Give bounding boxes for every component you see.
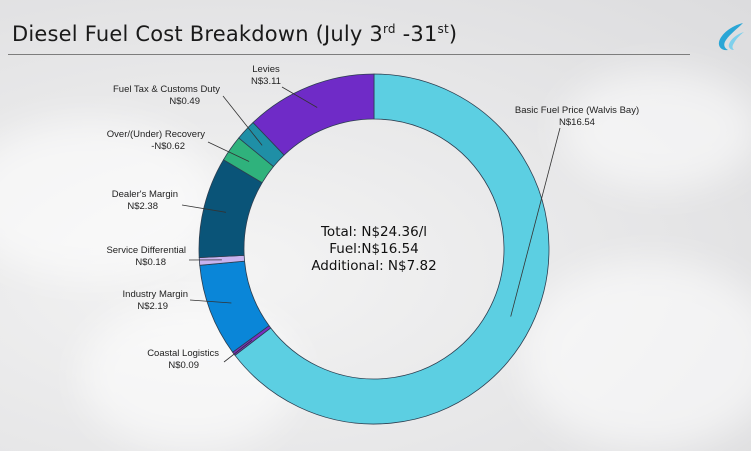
center-text-line-2: Fuel:N$16.54 [329,241,419,257]
center-text-line-3: Additional: N$7.82 [311,258,436,274]
slice-label-basic-fuel-price-walvis-bay: Basic Fuel Price (Walvis Bay) [515,105,639,116]
slice-label-over-under-recovery: Over/(Under) Recovery [107,129,205,140]
slice-label-levies: Levies [252,64,280,75]
title-mid: -31 [395,22,438,46]
title-suffix: ) [448,22,458,46]
brand-logo-icon [718,23,744,51]
slice-label-fuel-tax-customs-duty: Fuel Tax & Customs Duty [113,84,220,95]
leader-line-dealer-s-margin [181,204,227,213]
title-sup-1: rd [383,22,396,36]
slice-value-over-under-recovery: -N$0.62 [151,141,185,152]
title-sup-2: st [437,22,449,36]
leader-line-industry-margin [189,299,232,304]
slice-label-industry-margin: Industry Margin [123,289,188,300]
slice-basic-fuel-price-walvis-bay [234,73,550,425]
leader-line-coastal-logistics [223,339,253,363]
center-text-line-1: Total: N$24.36/l [320,224,427,240]
leader-line-levies [281,86,318,108]
slice-value-service-differential: N$0.18 [135,257,166,268]
slice-label-service-differential: Service Differential [106,245,186,256]
slice-value-basic-fuel-price-walvis-bay: N$16.54 [559,117,595,128]
slice-value-industry-margin: N$2.19 [137,301,168,312]
leader-line-over-under-recovery [207,141,250,162]
title-prefix: Diesel Fuel Cost Breakdown (July 3 [12,22,383,46]
slice-value-coastal-logistics: N$0.09 [168,360,199,371]
slice-value-dealer-s-margin: N$2.38 [127,201,158,212]
page-title: Diesel Fuel Cost Breakdown (July 3rd -31… [12,22,457,46]
slice-levies [252,73,375,156]
slice-label-dealer-s-margin: Dealer's Margin [112,189,178,200]
leader-line-fuel-tax-customs-duty [222,95,263,146]
slice-label-coastal-logistics: Coastal Logistics [147,348,219,359]
slice-value-fuel-tax-customs-duty: N$0.49 [169,96,200,107]
slice-value-levies: N$3.11 [251,76,281,87]
leader-line-basic-fuel-price-walvis-bay [510,127,561,317]
title-divider [8,54,690,55]
